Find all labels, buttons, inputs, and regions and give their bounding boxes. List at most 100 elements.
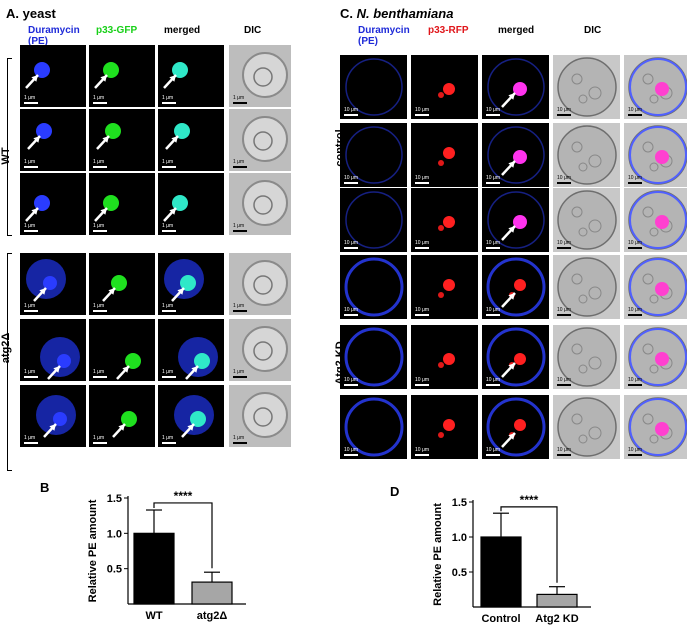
dic-cell — [242, 52, 288, 98]
scale-bar: 1 μm — [162, 370, 176, 378]
merged-signal — [164, 259, 204, 302]
scale-bar: 10 μm — [415, 176, 429, 184]
row-label-atg2-kd: Atg2 KD — [334, 341, 346, 385]
duramycin-signal — [40, 337, 80, 380]
merged-signal — [163, 195, 188, 222]
rfp-signal — [438, 83, 455, 98]
duramycin-signal — [25, 195, 50, 222]
micrograph-duramycin: 10 μm — [340, 55, 407, 119]
micrograph-duramycin: 10 μm — [340, 188, 407, 252]
scale-bar: 10 μm — [557, 241, 571, 249]
micrograph-duramycin: 1 μm — [20, 109, 86, 171]
panel-a-title: A. yeast — [6, 6, 56, 21]
scale-bar: 1 μm — [233, 304, 247, 312]
panel-c-column-headers: Duramycin (PE) p33-RFP merged DIC — [358, 25, 693, 55]
micrograph-dic: 10 μm — [553, 123, 620, 187]
micrograph-duramycin: 1 μm — [20, 253, 86, 315]
scale-bar: 10 μm — [415, 108, 429, 116]
scale-bar: 10 μm — [344, 448, 358, 456]
micrograph-rfp: 10 μm — [411, 325, 478, 389]
dic-cell — [242, 326, 288, 372]
scale-bar: 10 μm — [344, 378, 358, 386]
col-header-merged-c: merged — [498, 25, 535, 36]
scale-bar: 10 μm — [415, 448, 429, 456]
scale-bar: 1 μm — [162, 160, 176, 168]
micrograph-duramycin: 10 μm — [340, 325, 407, 389]
dic-cell — [553, 188, 620, 252]
duramycin-signal — [345, 126, 403, 184]
scale-bar: 1 μm — [24, 96, 38, 104]
scale-bar: 1 μm — [24, 370, 38, 378]
wt-bracket — [7, 58, 12, 236]
micrograph-merged: 1 μm — [158, 173, 224, 235]
col-header-duramycin-c: Duramycin (PE) — [358, 25, 410, 47]
micrograph-merged: 10 μm — [482, 188, 549, 252]
micrograph-dic: 10 μm — [553, 55, 620, 119]
micrograph-merged: 10 μm — [482, 255, 549, 319]
gfp-signal — [102, 275, 127, 302]
scale-bar: 1 μm — [93, 436, 107, 444]
overlay-cell — [624, 188, 687, 252]
micrograph-rfp: 10 μm — [411, 55, 478, 119]
rfp-signal — [438, 419, 455, 438]
col-header-p33-gfp: p33-GFP — [96, 25, 138, 36]
col-header-dic: DIC — [244, 25, 262, 36]
micrograph-duramycin: 1 μm — [20, 173, 86, 235]
scale-bar: 10 μm — [486, 108, 500, 116]
y-axis-label: Relative PE amount — [87, 499, 99, 602]
y-tick-label: 1.5 — [107, 493, 122, 505]
row-label-control: control — [334, 129, 346, 167]
scale-bar: 10 μm — [344, 241, 358, 249]
duramycin-signal — [345, 58, 403, 116]
micrograph-dic: 1 μm — [229, 109, 291, 171]
scale-bar: 1 μm — [162, 224, 176, 232]
scale-bar: 1 μm — [233, 224, 247, 232]
y-tick-label: 0.5 — [107, 564, 122, 576]
dic-cell — [553, 55, 620, 119]
category-label-0: Control — [481, 613, 520, 625]
bar-1 — [536, 593, 578, 608]
chart-b: B 0.5 1.0 1.5 Relative PE amount WT atg2Δ **** — [40, 480, 246, 622]
y-tick-label: 1.5 — [452, 497, 467, 509]
gfp-signal — [112, 411, 137, 438]
category-label-1: Atg2 KD — [535, 613, 578, 625]
panel-a-column-headers: Duramycin (PE) p33-GFP merged DIC — [28, 25, 308, 55]
micrograph-rfp: 10 μm — [411, 395, 478, 459]
duramycin-signal — [344, 257, 404, 317]
merged-signal — [487, 126, 545, 184]
chart-letter: D — [390, 484, 399, 499]
scale-bar: 10 μm — [486, 308, 500, 316]
overlay-cell — [624, 325, 687, 389]
scale-bar: 10 μm — [486, 378, 500, 386]
scale-bar: 10 μm — [344, 176, 358, 184]
micrograph-gfp: 1 μm — [89, 319, 155, 381]
row-label-wt: WT — [0, 147, 12, 165]
merged-signal — [487, 191, 545, 249]
dic-cell — [553, 395, 620, 459]
overlay-cell — [624, 255, 687, 319]
gfp-signal — [94, 62, 119, 89]
dic-cell — [242, 180, 288, 226]
scale-bar: 1 μm — [24, 160, 38, 168]
scale-bar: 10 μm — [344, 308, 358, 316]
duramycin-signal — [36, 395, 76, 438]
merged-signal — [486, 257, 546, 317]
scale-bar: 1 μm — [233, 436, 247, 444]
micrograph-overlay: 10 μm — [624, 395, 687, 459]
col-header-dic-c: DIC — [584, 25, 602, 36]
significance-bracket — [153, 502, 213, 569]
scale-bar: 1 μm — [233, 370, 247, 378]
scale-bar: 10 μm — [486, 241, 500, 249]
overlay-cell — [624, 395, 687, 459]
micrograph-gfp: 1 μm — [89, 45, 155, 107]
row-label-atg2: atg2Δ — [0, 332, 12, 364]
scale-bar: 10 μm — [557, 108, 571, 116]
micrograph-merged: 1 μm — [158, 319, 224, 381]
scale-bar: 10 μm — [415, 378, 429, 386]
micrograph-overlay: 10 μm — [624, 188, 687, 252]
micrograph-duramycin: 10 μm — [340, 395, 407, 459]
scale-bar: 1 μm — [93, 370, 107, 378]
micrograph-merged: 1 μm — [158, 45, 224, 107]
micrograph-dic: 1 μm — [229, 173, 291, 235]
scale-bar: 10 μm — [628, 448, 642, 456]
